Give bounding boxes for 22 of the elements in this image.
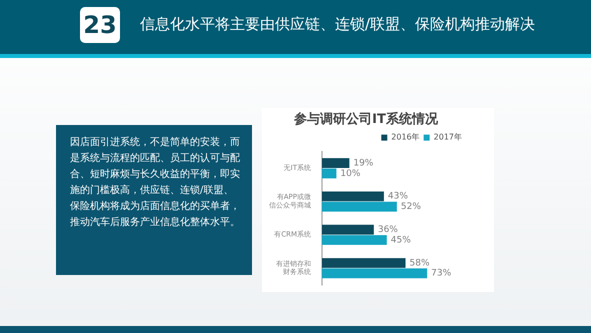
text: 因店面引进系统，不是简单的安装，而是系统与流程的匹配、员工的认可与配合、短时麻烦与长久收益的平衡，即实施的门槛极高，供应链、连锁/联盟、保险机构将成为店面信息化的买单者，推动汽车后服务产业信息化整体水平。 [56, 125, 252, 275]
bar [322, 168, 336, 178]
bar [322, 268, 428, 278]
data-label: 45% [390, 235, 412, 246]
data-label: 43% [388, 192, 408, 202]
legend-label: 2017年 [434, 132, 462, 142]
text: 信息化水平将主要由供应链、连锁/联盟、保险机构推动解决 [140, 15, 536, 34]
data-label: 52% [400, 202, 422, 212]
data-label: 10% [340, 168, 361, 179]
legend-label: 2016年 [391, 132, 420, 142]
bar [322, 202, 397, 212]
text: 23 [80, 7, 120, 43]
data-label: 73% [431, 268, 452, 279]
bar [322, 235, 387, 245]
data-label: 58% [410, 258, 430, 268]
bar [322, 191, 384, 202]
bar [322, 224, 374, 235]
data-label: 19% [353, 158, 374, 168]
chart-title: 参与调研公司IT系统情况 [293, 111, 439, 128]
data-label: 36% [378, 225, 398, 236]
bar [322, 258, 406, 268]
bar [322, 158, 350, 168]
